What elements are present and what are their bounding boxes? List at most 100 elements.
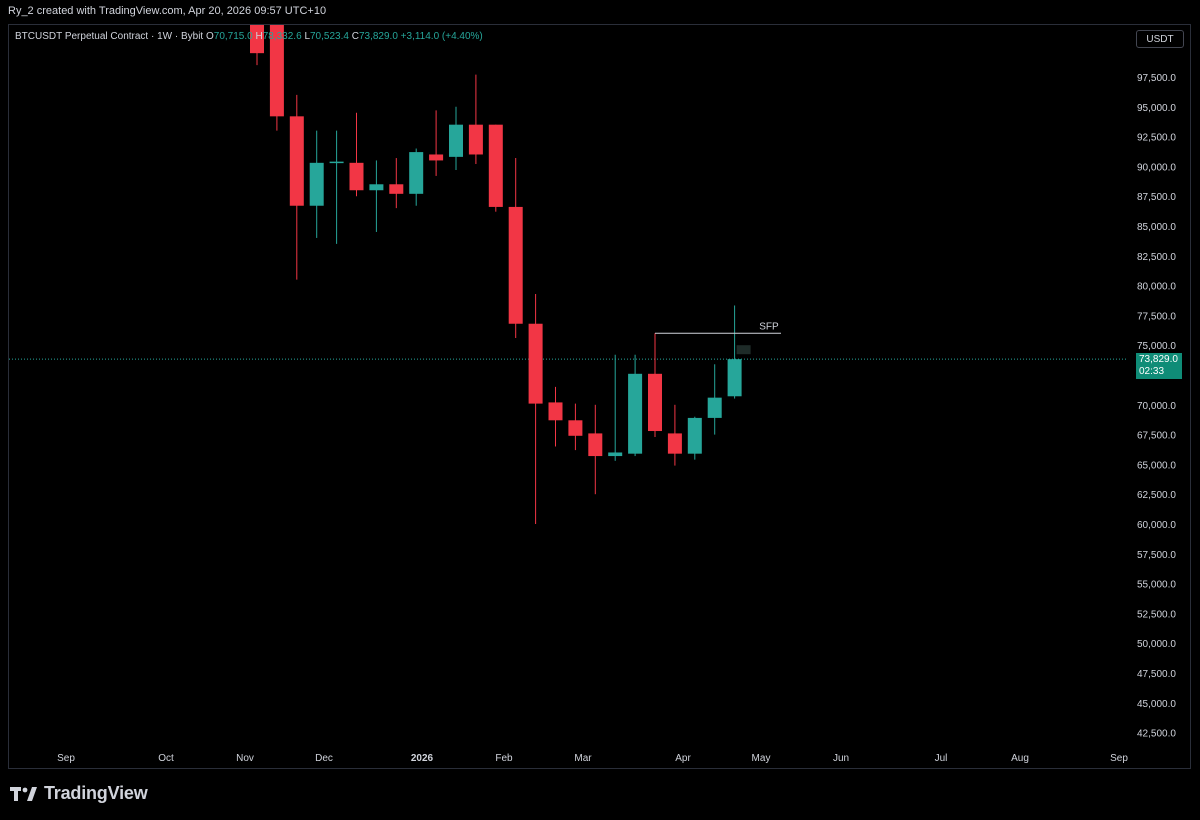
y-tick-label: 50,000.0 [1137,639,1176,650]
change-value: +3,114.0 (+4.40%) [400,31,483,42]
y-tick-label: 75,000.0 [1137,341,1176,352]
candle-body [429,154,444,161]
candle-2026-03-30[interactable] [687,416,702,460]
y-tick-label: 52,500.0 [1137,609,1176,620]
candle-body [588,433,603,457]
low-value: 70,523.4 [310,31,349,42]
chart-attribution: Ry_2 created with TradingView.com, Apr 2… [8,5,327,17]
y-tick-label: 57,500.0 [1137,550,1176,561]
candle-2026-04-13[interactable] [727,305,742,399]
y-tick-label: 80,000.0 [1137,282,1176,293]
candle-2025-12-15[interactable] [389,158,404,209]
candle-2026-03-09[interactable] [628,354,643,457]
candle-2026-02-09[interactable] [548,386,563,447]
candle-body [528,323,543,404]
candle-2025-11-10[interactable] [289,94,304,280]
candle-2025-11-24[interactable] [329,130,344,244]
candle-body [727,359,742,397]
candle-2026-04-06[interactable] [707,364,722,435]
y-tick-label: 90,000.0 [1137,162,1176,173]
x-tick-label: Jun [833,753,849,764]
bar-countdown: 02:33 [1139,366,1165,377]
y-tick-label: 70,000.0 [1137,401,1176,412]
candle-body [707,397,722,418]
x-tick-label: Apr [675,753,691,764]
candle-body [667,433,682,454]
x-tick-label: Sep [1110,753,1128,764]
candle-body [508,206,523,324]
candlestick-chart[interactable]: SFP 42,500.0 45,000.0 47,500.0 50,000.0 52,5… [9,25,1191,769]
candle-2025-12-01[interactable] [349,112,364,197]
tradingview-logo[interactable]: TradingView [10,783,148,804]
candle-2025-12-22[interactable] [409,148,424,206]
y-tick-label: 62,500.0 [1137,490,1176,501]
x-tick-label: Dec [315,753,333,764]
last-price-badge: 73,829.0 02:33 [1136,353,1182,379]
y-tick-label: 97,500.0 [1137,73,1176,84]
candle-body [309,162,324,206]
x-tick-label: Mar [574,753,592,764]
candle-body [548,402,563,421]
x-tick-label: 2026 [411,753,434,764]
y-tick-label: 45,000.0 [1137,699,1176,710]
y-tick-label: 87,500.0 [1137,192,1176,203]
candle-body [409,152,424,194]
high-label: H [255,31,263,42]
y-tick-label: 95,000.0 [1137,103,1176,114]
candle-body [250,25,264,54]
candle-2026-03-16[interactable] [648,333,662,437]
candle-2025-10-27[interactable] [250,25,264,66]
symbol-name[interactable]: BTCUSDT Perpetual Contract · 1W · Bybit [15,31,204,42]
candle-body [449,124,463,157]
currency-button[interactable]: USDT [1136,30,1184,48]
x-tick-label: Oct [158,753,174,764]
last-price-value: 73,829.0 [1139,354,1178,365]
order-marker [736,345,751,355]
y-tick-label: 42,500.0 [1137,729,1176,740]
close-value: 73,829.0 [358,31,398,42]
open-value: 70,715.0 [213,31,253,42]
candle-body [349,162,364,191]
y-tick-label: 92,500.0 [1137,133,1176,144]
tradingview-logo-icon [10,786,37,801]
candle-2026-01-19[interactable] [488,124,503,212]
open-label: O [205,31,214,42]
candle-body [329,161,344,164]
candle-2026-03-23[interactable] [667,404,682,466]
y-tick-label: 60,000.0 [1137,520,1176,531]
candle-2026-03-02[interactable] [608,354,623,461]
candle-2026-02-16[interactable] [568,403,583,451]
x-tick-label: Nov [236,753,254,764]
tradingview-wordmark: TradingView [44,783,148,803]
x-tick-label: May [752,753,771,764]
candle-2025-12-29[interactable] [429,110,444,176]
candle-body [687,417,702,454]
sfp-label: SFP [759,321,779,332]
x-tick-label: Jul [935,753,948,764]
candle-2025-12-08[interactable] [369,160,384,232]
candle-body [468,124,483,155]
y-tick-label: 77,500.0 [1137,311,1176,322]
y-tick-label: 65,000.0 [1137,460,1176,471]
y-tick-label: 47,500.0 [1137,669,1176,680]
y-tick-label: 82,500.0 [1137,252,1176,263]
x-tick-label: Sep [57,753,75,764]
y-tick-label: 55,000.0 [1137,580,1176,591]
x-tick-label: Aug [1011,753,1029,764]
candle-body [648,373,662,432]
candle-2025-11-03[interactable] [269,25,284,131]
candle-body [369,184,384,191]
high-value: 78,332.6 [262,31,302,42]
chart-panel[interactable]: SFP 42,500.0 45,000.0 47,500.0 50,000.0 52,5… [8,24,1191,769]
symbol-legend: BTCUSDT Perpetual Contract · 1W · Bybit … [15,31,483,42]
candle-2025-11-17[interactable] [309,130,324,238]
candle-2026-01-05[interactable] [449,106,463,170]
candle-2026-01-26[interactable] [508,158,523,339]
candle-2026-02-02[interactable] [528,293,543,524]
candle-body [389,184,404,194]
x-tick-label: Feb [495,753,513,764]
y-tick-label: 85,000.0 [1137,222,1176,233]
low-label: L [304,31,310,42]
candle-2026-02-23[interactable] [588,404,603,495]
candle-2026-01-12[interactable] [468,74,483,165]
